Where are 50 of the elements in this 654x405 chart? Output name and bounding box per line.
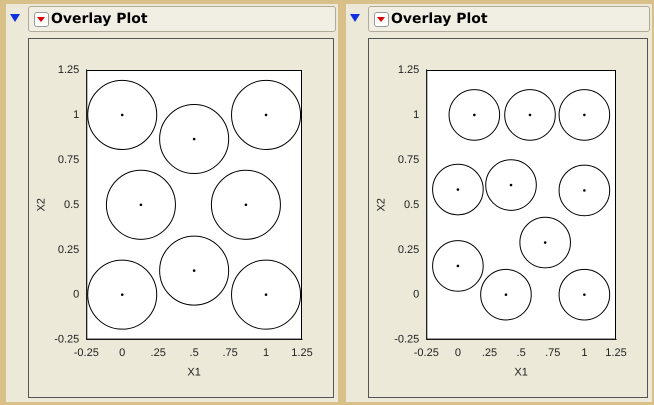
x-tick-label: 1.25 [291, 347, 313, 360]
y-axis-title: X2 [376, 198, 388, 212]
point [519, 216, 571, 268]
x-tick-label: .25 [150, 347, 166, 360]
y-axis-title: X2 [36, 198, 48, 212]
chart-title: Overlay Plot [51, 10, 148, 29]
y-tick-label: 0.25 [398, 244, 420, 256]
point [87, 80, 158, 150]
y-tick-label: 1.25 [398, 64, 420, 76]
point [504, 89, 556, 141]
point [159, 104, 230, 174]
point [106, 170, 176, 240]
point [231, 260, 302, 330]
y-tick-label: 0.75 [398, 154, 420, 166]
point [210, 170, 281, 240]
x-tick-label: 1.25 [605, 347, 627, 360]
point [558, 164, 610, 216]
x-tick-label: 1 [581, 347, 588, 360]
x-axis-title: X1 [514, 366, 528, 378]
x-tick-label: .75 [222, 347, 238, 360]
point [231, 80, 302, 150]
x-tick-label: 0 [119, 347, 126, 360]
y-tick-label: 0.5 [64, 198, 80, 211]
point [558, 89, 610, 141]
point [432, 164, 484, 216]
point [87, 260, 158, 330]
y-tick-label: 1.25 [58, 64, 80, 76]
x-tick-label: .25 [482, 347, 498, 360]
y-tick-label: -0.25 [394, 334, 420, 346]
y-tick-label: 0 [413, 288, 420, 301]
y-tick-label: 0.75 [58, 154, 80, 166]
x-tick-label: 0 [454, 347, 461, 360]
y-tick-label: 0 [73, 288, 80, 301]
y-tick-label: 0.25 [58, 244, 80, 256]
point [432, 240, 484, 292]
point [558, 268, 610, 320]
x-tick-label: .5 [190, 347, 199, 360]
point [485, 159, 537, 211]
x-tick-label: .75 [545, 347, 560, 360]
x-tick-label: 1 [262, 347, 270, 360]
x-axis-title: X1 [187, 366, 201, 378]
x-tick-label: .5 [516, 347, 526, 360]
y-tick-label: 1 [73, 108, 80, 121]
point [480, 268, 532, 320]
point [159, 236, 230, 306]
chart-title: Overlay Plot [391, 10, 488, 29]
y-tick-label: 1 [413, 108, 420, 121]
point [448, 89, 500, 141]
y-tick-label: 0.5 [404, 198, 420, 211]
y-tick-label: -0.25 [54, 334, 80, 346]
